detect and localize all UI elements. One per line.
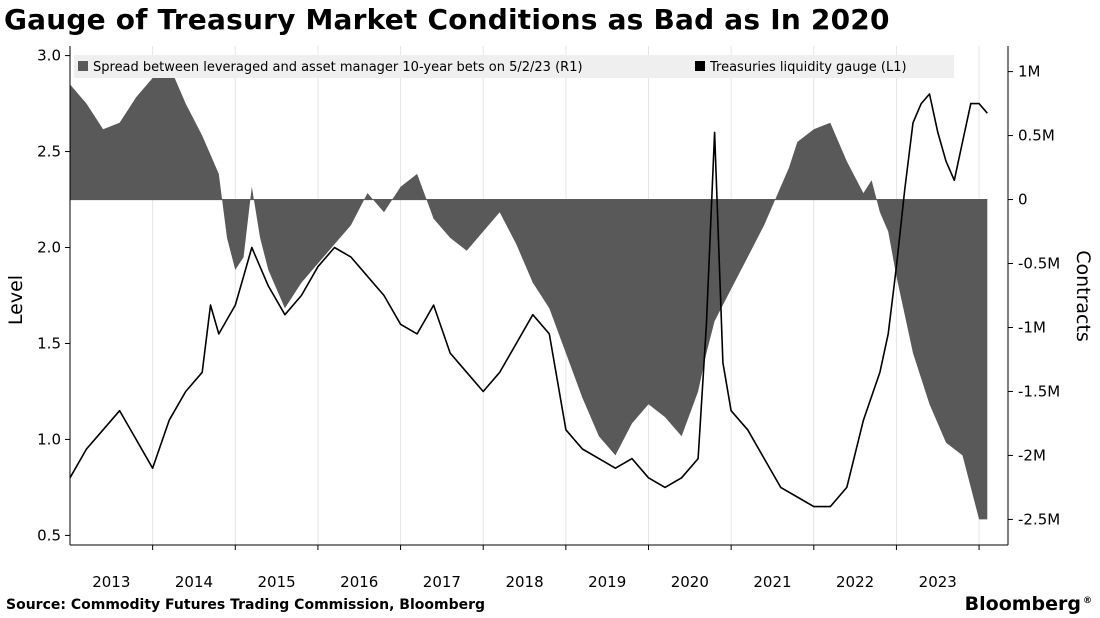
left-tick-label: 3.0	[37, 47, 61, 65]
plot-frame	[69, 46, 1009, 546]
right-tick-label: 0.5M	[1018, 127, 1055, 145]
area-series	[70, 65, 988, 520]
x-tick-label: 2022	[836, 573, 874, 591]
source-note: Source: Commodity Futures Trading Commis…	[6, 597, 486, 613]
trademark-icon: ®	[1083, 595, 1092, 606]
left-axis-label: Level	[5, 275, 27, 325]
left-tick-label: 0.5	[37, 526, 61, 544]
left-tick-label: 2.0	[37, 239, 61, 257]
legend: Spread between leveraged and asset manag…	[74, 55, 954, 78]
x-tick-label: 2020	[671, 573, 709, 591]
legend-swatch-liquidity	[695, 61, 705, 71]
left-tick-label: 1.5	[37, 334, 61, 352]
right-tick-label: 1M	[1018, 63, 1041, 81]
chart-title: Gauge of Treasury Market Conditions as B…	[4, 3, 890, 36]
right-tick-label: -2.5M	[1018, 510, 1060, 528]
legend-swatch-spread	[78, 61, 88, 71]
right-axis-ticks: 1M 0.5M 0 -0.5M -1M -1.5M -2M -2.5M	[1008, 63, 1060, 528]
area-spread	[70, 65, 988, 520]
x-tick-label: 2016	[340, 573, 378, 591]
x-tick-label: 2014	[175, 573, 213, 591]
right-axis-label: Contracts	[1072, 250, 1094, 342]
right-tick-label: -1M	[1018, 318, 1046, 336]
left-axis-ticks: 0.5 1.0 1.5 2.0 2.5 3.0	[37, 47, 70, 544]
right-tick-label: 0	[1018, 191, 1028, 209]
x-tick-label: 2019	[588, 573, 626, 591]
x-tick-label: 2015	[258, 573, 296, 591]
line-series	[69, 93, 988, 508]
left-tick-label: 1.0	[37, 430, 61, 448]
left-tick-label: 2.5	[37, 143, 61, 161]
line-liquidity-gauge	[69, 93, 988, 508]
x-tick-label: 2013	[92, 573, 130, 591]
x-tick-label: 2021	[753, 573, 791, 591]
right-tick-label: -1.5M	[1018, 382, 1060, 400]
x-tick-label: 2017	[423, 573, 461, 591]
x-tick-label: 2018	[505, 573, 543, 591]
right-tick-label: -0.5M	[1018, 255, 1060, 273]
legend-label-liquidity: Treasuries liquidity gauge (L1)	[709, 60, 907, 75]
brand-name: Bloomberg	[964, 593, 1081, 615]
legend-background	[74, 55, 954, 78]
bloomberg-logo: Bloomberg ®	[965, 593, 1092, 615]
legend-label-spread: Spread between leveraged and asset manag…	[93, 60, 583, 75]
x-axis-ticks: 2013 2014 2015 2016 2017 2018 2019 2020 2021 2022…	[92, 545, 980, 591]
x-tick-label: 2023	[919, 573, 957, 591]
right-tick-label: -2M	[1018, 446, 1046, 464]
